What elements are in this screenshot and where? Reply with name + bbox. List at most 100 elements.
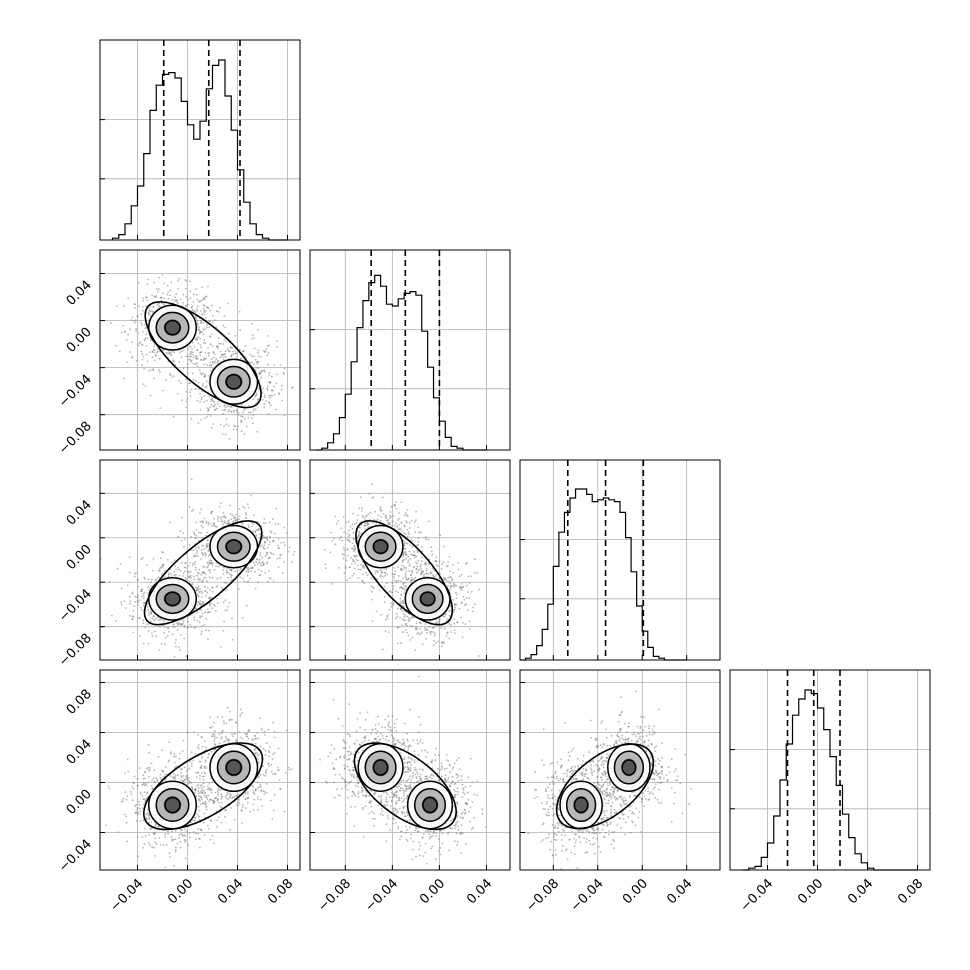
sample-point: [353, 567, 356, 570]
sample-point: [215, 310, 218, 313]
sample-point: [176, 774, 179, 777]
sample-point: [388, 591, 390, 593]
sample-point: [193, 619, 196, 621]
sample-point: [217, 347, 220, 350]
sample-point: [190, 417, 193, 420]
sample-point: [443, 576, 445, 579]
sample-point: [265, 742, 268, 745]
sample-point: [184, 577, 187, 579]
sample-point: [196, 365, 199, 367]
sample-point: [263, 563, 265, 566]
sample-point: [183, 566, 186, 569]
sample-point: [134, 303, 137, 306]
sample-point: [445, 565, 448, 567]
sample-point: [258, 379, 261, 381]
sample-point: [196, 604, 199, 606]
sample-point: [349, 540, 351, 543]
sample-point: [397, 607, 399, 610]
sample-point: [198, 819, 201, 821]
sample-point: [142, 383, 145, 385]
sample-point: [232, 428, 235, 431]
sample-point: [260, 570, 263, 573]
sample-point: [168, 294, 171, 297]
sample-point: [187, 779, 190, 782]
sample-point: [367, 513, 370, 515]
sample-point: [209, 343, 212, 346]
sample-point: [341, 553, 344, 555]
sample-point: [472, 606, 474, 609]
sample-point: [232, 353, 235, 356]
sample-point: [393, 524, 396, 527]
sample-point: [222, 523, 224, 525]
sample-point: [148, 312, 151, 315]
sample-point: [466, 609, 469, 611]
sample-point: [231, 617, 233, 620]
sample-point: [135, 329, 138, 332]
sample-point: [137, 604, 140, 606]
sample-point: [216, 597, 219, 600]
sample-point: [269, 397, 271, 399]
sample-point: [424, 623, 427, 625]
sample-point: [383, 601, 386, 604]
sample-point: [171, 376, 173, 378]
sample-point: [125, 338, 128, 341]
sample-point: [137, 855, 140, 858]
sample-point: [217, 794, 220, 796]
sample-point: [119, 563, 122, 566]
sample-point: [207, 638, 209, 641]
sample-point: [142, 619, 145, 622]
sample-point: [199, 777, 201, 780]
sample-point: [223, 315, 226, 318]
sample-point: [200, 772, 203, 774]
sample-point: [271, 395, 273, 397]
sample-point: [204, 577, 207, 579]
sample-point: [252, 414, 255, 416]
sample-point: [201, 596, 204, 598]
sample-point: [233, 409, 236, 412]
sample-point: [165, 379, 167, 381]
sample-point: [226, 609, 229, 611]
sample-point: [227, 349, 230, 352]
sample-point: [183, 766, 186, 769]
sample-point: [170, 751, 172, 754]
density-core: [372, 538, 389, 555]
sample-point: [222, 601, 225, 604]
sample-point: [254, 587, 257, 590]
sample-point: [352, 547, 354, 550]
sample-point: [208, 603, 211, 606]
sample-point: [267, 557, 270, 560]
sample-point: [249, 577, 251, 580]
sample-point: [155, 617, 157, 620]
sample-point: [380, 614, 383, 616]
sample-point: [120, 331, 123, 334]
sample-point: [417, 540, 420, 543]
sample-point: [411, 636, 414, 639]
sample-point: [266, 580, 269, 583]
sample-point: [449, 570, 451, 572]
sample-point: [133, 575, 136, 578]
sample-point: [184, 570, 187, 573]
sample-point: [382, 513, 385, 515]
sample-point: [258, 371, 261, 374]
sample-point: [179, 351, 181, 354]
sample-point: [240, 419, 243, 422]
sample-point: [257, 798, 259, 801]
sample-point: [174, 848, 177, 851]
sample-point: [387, 614, 389, 616]
sample-point: [131, 316, 134, 319]
sample-point: [186, 367, 189, 369]
sample-point: [180, 356, 183, 359]
sample-point: [186, 372, 189, 375]
sample-point: [126, 584, 129, 587]
sample-point: [374, 510, 376, 513]
sample-point: [190, 388, 193, 391]
sample-point: [257, 527, 260, 530]
sample-point: [204, 791, 206, 794]
sample-point: [276, 373, 279, 376]
sample-point: [188, 280, 191, 283]
sample-point: [215, 796, 218, 799]
sample-point: [430, 630, 433, 633]
sample-point: [209, 569, 212, 572]
sample-point: [222, 630, 225, 632]
sample-point: [269, 746, 271, 749]
